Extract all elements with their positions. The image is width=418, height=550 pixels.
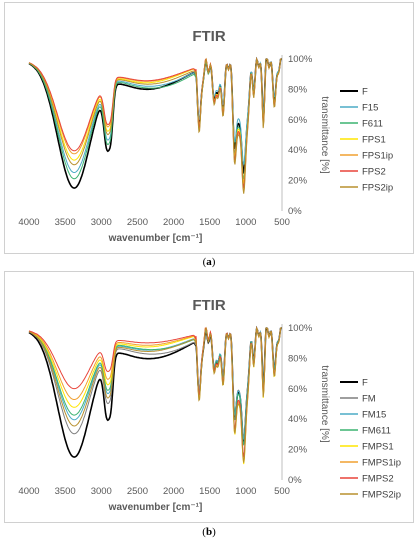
legend-label: F15 bbox=[362, 103, 378, 114]
series-line-fps2ip bbox=[28, 57, 282, 194]
legend-label: FMPS1ip bbox=[362, 458, 401, 469]
legend-label: FM15 bbox=[362, 410, 386, 421]
x-tick-label: 1500 bbox=[199, 217, 220, 228]
y-tick-label: 20% bbox=[288, 176, 308, 187]
x-tick-label: 1000 bbox=[235, 486, 256, 497]
chart-panel-b: FTIR 4000 3500 3000 2500 2000 1500 1000 500 0% 20%… bbox=[4, 271, 414, 523]
y-tick-label: 80% bbox=[288, 353, 308, 364]
legend-label: FM611 bbox=[362, 426, 391, 437]
x-tick-label: 4000 bbox=[18, 217, 39, 228]
x-tick-label: 1000 bbox=[235, 217, 256, 228]
x-tick-label: 3500 bbox=[55, 217, 76, 228]
y-tick-label: 60% bbox=[288, 115, 308, 126]
x-tick-label: 2500 bbox=[127, 486, 148, 497]
legend-label: FPS2 bbox=[362, 167, 386, 178]
x-tick-label: 3500 bbox=[55, 486, 76, 497]
legend-label: FPS2ip bbox=[362, 183, 393, 194]
legend-label: F bbox=[362, 87, 368, 98]
series-line-fm611 bbox=[28, 326, 282, 446]
chart-title: FTIR bbox=[192, 297, 225, 314]
series-line-fmps2 bbox=[28, 326, 282, 457]
x-tick-label: 3000 bbox=[91, 217, 112, 228]
caption-b-label: b bbox=[205, 526, 213, 538]
y-tick-label: 40% bbox=[288, 414, 308, 425]
x-tick-label: 500 bbox=[274, 486, 290, 497]
legend-label: FM bbox=[362, 394, 376, 405]
series-line-f15 bbox=[28, 58, 282, 173]
x-tick-label: 1500 bbox=[199, 486, 220, 497]
y-tick-label: 20% bbox=[288, 445, 308, 456]
chart-panel-a: FTIR 4000 3500 3000 2500 2000 1500 1000 500 0% 20%… bbox=[4, 2, 414, 254]
y-tick-label: 40% bbox=[288, 145, 308, 156]
y-axis-label: transmittance [%] bbox=[319, 96, 330, 173]
caption-b: (b) bbox=[202, 526, 216, 538]
x-tick-label: 2500 bbox=[127, 217, 148, 228]
legend-label: FMPS1 bbox=[362, 442, 394, 453]
y-tick-label: 0% bbox=[288, 475, 302, 486]
caption-a: (a) bbox=[202, 256, 216, 268]
series-line-fmps2ip bbox=[28, 326, 282, 463]
x-axis-label: wavenumber [cm⁻¹] bbox=[108, 233, 203, 244]
y-tick-label: 100% bbox=[288, 54, 313, 65]
legend-label: FPS1ip bbox=[362, 151, 393, 162]
y-tick-label: 0% bbox=[288, 206, 302, 217]
legend-label: F bbox=[362, 378, 368, 389]
x-tick-label: 2000 bbox=[163, 217, 184, 228]
y-tick-label: 80% bbox=[288, 84, 308, 95]
legend-label: FPS1 bbox=[362, 135, 386, 146]
y-tick-label: 60% bbox=[288, 384, 308, 395]
legend-label: F611 bbox=[362, 119, 383, 130]
legend-label: FMPS2 bbox=[362, 474, 394, 485]
x-tick-label: 4000 bbox=[18, 486, 39, 497]
x-tick-label: 500 bbox=[274, 217, 290, 228]
y-axis-label: transmittance [%] bbox=[319, 365, 330, 442]
x-tick-label: 2000 bbox=[163, 486, 184, 497]
x-tick-label: 3000 bbox=[91, 486, 112, 497]
series-line-fps1 bbox=[28, 57, 282, 184]
caption-a-label: a bbox=[206, 256, 212, 268]
chart-title: FTIR bbox=[192, 28, 225, 45]
y-tick-label: 100% bbox=[288, 323, 313, 334]
legend-label: FMPS2ip bbox=[362, 490, 401, 501]
series-line-fps2 bbox=[28, 57, 282, 188]
x-axis-label: wavenumber [cm⁻¹] bbox=[108, 502, 203, 513]
